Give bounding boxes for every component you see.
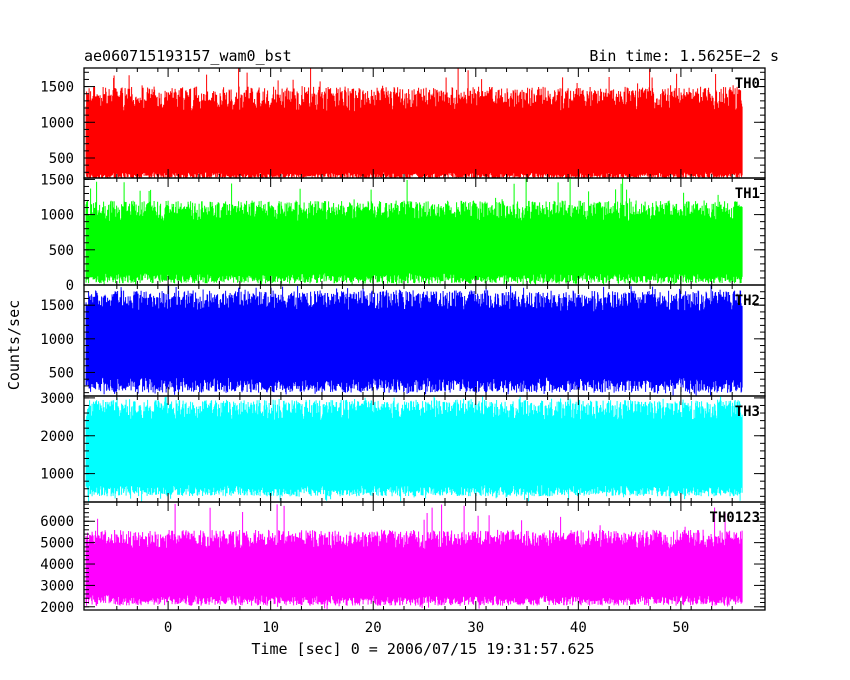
panel-th0123: 2000 3000 4000 5000 6000 TH0123 xyxy=(40,501,766,616)
series-th0123 xyxy=(85,503,743,610)
y-tick-label: 1500 xyxy=(40,298,74,314)
chart-title: ae060715193157_wam0_bst xyxy=(84,47,292,65)
panel-frame xyxy=(83,501,766,611)
x-tick-label: 20 xyxy=(365,620,382,636)
x-axis: 0 10 20 30 40 50 xyxy=(164,620,689,636)
bin-time-label: Bin time: 1.5625E−2 s xyxy=(589,47,779,65)
y-tick-label: 500 xyxy=(49,243,74,259)
panel-label: TH2 xyxy=(735,293,760,309)
y-tick-label: 1500 xyxy=(40,80,74,96)
y-axis-label: Counts/sec xyxy=(5,300,23,390)
y-tick-label: 1000 xyxy=(40,208,74,224)
series-th0 xyxy=(85,68,743,178)
panel-label: TH0 xyxy=(735,76,760,92)
y-tick-label: 5000 xyxy=(40,536,74,552)
x-tick-label: 0 xyxy=(164,620,172,636)
y-tick-label: 2000 xyxy=(40,600,74,616)
x-tick-label: 40 xyxy=(570,620,587,636)
panels: 500 1000 1500 TH0 0 500 1000 1500 TH1 500 1000 1500… xyxy=(40,67,766,616)
y-tick-label: 0 xyxy=(66,278,74,294)
y-tick-label: 1500 xyxy=(40,172,74,188)
panel-th0: 500 1000 1500 TH0 xyxy=(40,67,766,179)
panel-label: TH3 xyxy=(735,404,760,420)
y-tick-label: 4000 xyxy=(40,557,74,573)
y-tick-label: 1000 xyxy=(40,467,74,483)
panel-th3: 1000 2000 3000 TH3 xyxy=(40,391,766,503)
y-tick-label: 2000 xyxy=(40,429,74,445)
y-tick-label: 3000 xyxy=(40,391,74,407)
panel-label: TH0123 xyxy=(709,510,760,526)
x-tick-label: 10 xyxy=(262,620,279,636)
y-tick-label: 500 xyxy=(49,365,74,381)
series-th1 xyxy=(85,178,743,285)
x-axis-label: Time [sec] 0 = 2006/07/15 19:31:57.625 xyxy=(251,640,594,658)
y-tick-label: 500 xyxy=(49,151,74,167)
series-th3 xyxy=(85,396,743,502)
y-tick-label: 3000 xyxy=(40,578,74,594)
panel-th1: 0 500 1000 1500 TH1 xyxy=(40,172,766,294)
y-tick-label: 1000 xyxy=(40,332,74,348)
y-tick-label: 1000 xyxy=(40,115,74,131)
y-tick-label: 6000 xyxy=(40,514,74,530)
panel-label: TH1 xyxy=(735,186,760,202)
x-tick-label: 50 xyxy=(672,620,689,636)
panel-th2: 500 1000 1500 TH2 xyxy=(40,284,766,397)
series-th2 xyxy=(85,285,743,396)
x-tick-label: 30 xyxy=(467,620,484,636)
